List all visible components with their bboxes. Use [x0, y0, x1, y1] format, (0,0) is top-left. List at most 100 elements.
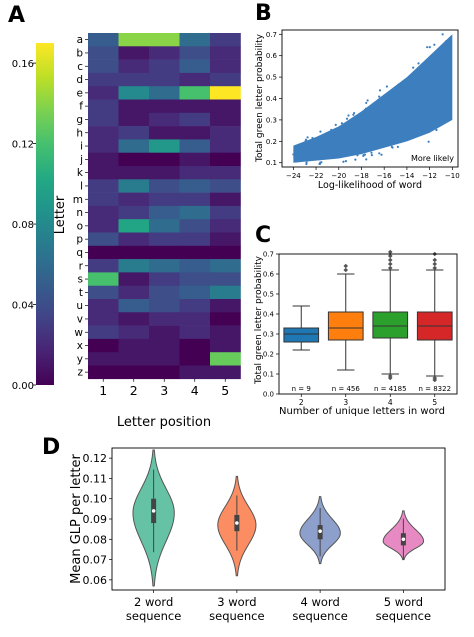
scatter-point [445, 68, 448, 71]
scatter-point [412, 66, 415, 69]
scatter-point [328, 139, 332, 142]
scatter-point [436, 68, 439, 71]
heatmap-cell [179, 112, 211, 127]
scatter-point [345, 117, 349, 120]
heatmap-cell [210, 312, 241, 326]
heatmap-y-tick-label: y [77, 353, 83, 365]
scatter-point [369, 142, 372, 145]
heatmap-cell [88, 86, 119, 100]
colorbar [36, 43, 54, 385]
scatter-point [305, 161, 308, 164]
heatmap-x-tick-label: 4 [191, 383, 199, 398]
heatmap-cell [149, 299, 180, 313]
heatmap-cell [179, 46, 211, 60]
heatmap-cell [118, 179, 150, 193]
scatter-point [335, 131, 338, 134]
scatter-point [334, 152, 337, 156]
boxplot-x-tick-label: 2 [299, 398, 304, 407]
scatter-point [434, 112, 437, 115]
violin-x-tick-label: 5 word [384, 595, 423, 609]
boxplot-count-label: n = 456 [332, 385, 361, 393]
heatmap-y-tick-label: z [77, 367, 83, 379]
heatmap-cell [179, 179, 211, 193]
scatter-point [310, 156, 313, 159]
scatter-x-tick-label: −16 [377, 172, 392, 180]
scatter-point [399, 128, 402, 132]
scatter-point [367, 143, 370, 147]
scatter-x-tick-label: −20 [331, 172, 346, 180]
heatmap-y-tick-label: e [77, 87, 83, 99]
boxplot-y-ticks: 0.0 0.1 0.2 0.3 0.4 0.5 0.6 0.7 [263, 251, 279, 399]
box-body [283, 327, 320, 343]
heatmap-cell [179, 245, 211, 260]
boxplot-panel: 0.0 0.1 0.2 0.3 0.4 0.5 0.6 0.7 2 3 4 5 n = 9 n = 4… [254, 249, 458, 417]
heatmap-cell [179, 33, 211, 47]
heatmap-cell [179, 166, 211, 180]
heatmap-cell [149, 259, 180, 273]
heatmap-cell [149, 179, 180, 193]
scatter-point [385, 122, 388, 126]
scatter-point [377, 100, 380, 104]
scatter-point [399, 137, 403, 140]
scatter-point [406, 96, 409, 99]
scatter-point [435, 128, 438, 132]
violin-x-tick-label: 3 word [217, 595, 256, 609]
scatter-point [362, 111, 365, 114]
heatmap-y-tick-label: r [79, 260, 84, 272]
heatmap-cell [179, 192, 211, 207]
heatmap-cell [149, 352, 180, 366]
heatmap-cell [118, 285, 150, 300]
scatter-point [432, 67, 435, 70]
heatmap-cell [179, 312, 211, 326]
heatmap-cell [210, 205, 241, 220]
heatmap-cell [179, 139, 211, 153]
boxplot-y-tick-label: 0.0 [263, 391, 274, 399]
scatter-point [321, 152, 325, 155]
heatmap-y-tick-label: f [79, 101, 83, 113]
scatter-point [328, 131, 331, 134]
heatmap-cell [149, 59, 180, 74]
box-flier [432, 261, 438, 267]
scatter-point [370, 154, 373, 157]
scatter-y-tick-label: 0.5 [266, 74, 277, 82]
heatmap-cell [149, 86, 180, 100]
heatmap-cell [88, 312, 119, 326]
heatmap-cell [118, 245, 150, 260]
scatter-point [396, 139, 400, 142]
scatter-y-tick-label: 0.6 [266, 52, 278, 60]
scatter-point [364, 115, 367, 119]
scatter-point [397, 112, 400, 115]
scatter-point [292, 153, 295, 156]
scatter-point [329, 134, 332, 137]
scatter-point [344, 160, 348, 163]
heatmap-cell [149, 232, 180, 247]
scatter-point [361, 121, 364, 124]
heatmap-cell [118, 33, 150, 47]
scatter-y-tick-label: 0.3 [266, 116, 277, 124]
violin-x-tick-label: 2 word [134, 595, 173, 609]
scatter-point [318, 162, 322, 165]
scatter-point [428, 46, 431, 49]
scatter-point [363, 108, 366, 112]
heatmap-cell [88, 126, 119, 140]
scatter-x-axis-label: Log-likelihood of word [318, 180, 422, 191]
scatter-point [434, 81, 437, 84]
violin-median [235, 521, 239, 525]
boxplot-y-axis-label: Total green letter probability [254, 255, 264, 385]
heatmap-y-tick-label: c [77, 61, 83, 73]
heatmap-cell [210, 139, 241, 153]
boxplot-x-axis-label: Number of unique letters in word [279, 406, 445, 417]
scatter-x-tick-label: −14 [400, 172, 415, 180]
boxplot-boxes [283, 249, 453, 383]
heatmap-y-tick-label: a [77, 34, 83, 46]
scatter-point [313, 141, 316, 145]
scatter-point [364, 126, 367, 129]
scatter-point [385, 107, 388, 110]
scatter-point [328, 151, 332, 154]
scatter-dense-band [293, 34, 453, 163]
boxplot-x-tick-label: 3 [343, 398, 348, 407]
heatmap-cell [149, 152, 180, 167]
violin-y-tick-label: 0.10 [83, 493, 108, 506]
colorbar-tick-label: 0.12 [12, 140, 34, 151]
scatter-point [331, 152, 334, 156]
